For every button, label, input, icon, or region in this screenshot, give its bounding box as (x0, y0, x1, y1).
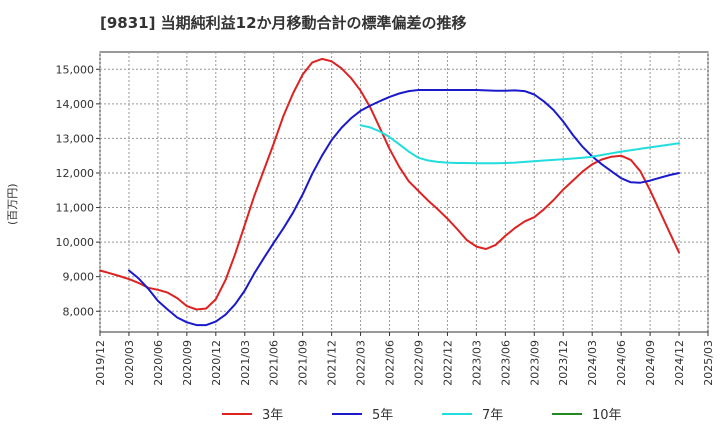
y-tick-label: 15,000 (56, 63, 95, 76)
x-tick-label: 2022/12 (441, 340, 454, 386)
x-tick-label: 2023/06 (499, 340, 512, 386)
legend-label-4: 10年 (592, 408, 622, 423)
x-tick-label: 2021/12 (326, 340, 339, 386)
y-tick-label: 11,000 (56, 202, 95, 215)
x-tick-label: 2024/06 (615, 340, 628, 386)
x-tick-label: 2024/03 (586, 340, 599, 386)
chart-title: [9831] 当期純利益12か月移動合計の標準偏差の推移 (100, 14, 467, 32)
series-line-2 (128, 89, 680, 327)
x-tick-label: 2020/12 (210, 340, 223, 386)
x-tick-label: 2024/12 (673, 340, 686, 386)
x-tick-label: 2020/06 (152, 340, 165, 386)
x-tick-label: 2024/09 (644, 340, 657, 386)
x-tick-label: 2022/06 (384, 340, 397, 386)
x-tick-label: 2021/06 (268, 340, 281, 386)
x-tick-label: 2021/09 (297, 340, 310, 386)
y-tick-label: 14,000 (56, 98, 95, 111)
x-tick-label: 2020/09 (181, 340, 194, 386)
x-tick-label: 2022/09 (412, 340, 425, 386)
y-tick-label: 13,000 (56, 132, 95, 145)
legend-label-3: 7年 (482, 408, 503, 423)
legend-label-2: 5年 (372, 408, 393, 423)
x-tick-label: 2025/03 (702, 340, 715, 386)
x-tick-label: 2023/03 (470, 340, 483, 386)
x-tick-label: 2023/09 (528, 340, 541, 386)
y-tick-label: 9,000 (63, 271, 95, 284)
y-tick-label: 10,000 (56, 236, 95, 249)
x-tick-label: 2022/03 (355, 340, 368, 386)
plot-area (99, 51, 709, 333)
series-line-3 (359, 124, 680, 165)
legend-label-1: 3年 (262, 408, 283, 423)
x-tick-label: 2020/03 (123, 340, 136, 386)
y-tick-label: 8,000 (63, 305, 95, 318)
x-tick-label: 2023/12 (557, 340, 570, 386)
x-tick-label: 2021/03 (239, 340, 252, 386)
series-line-1 (99, 57, 680, 311)
x-tick-label: 2019/12 (94, 340, 107, 386)
y-tick-label: 12,000 (56, 167, 95, 180)
